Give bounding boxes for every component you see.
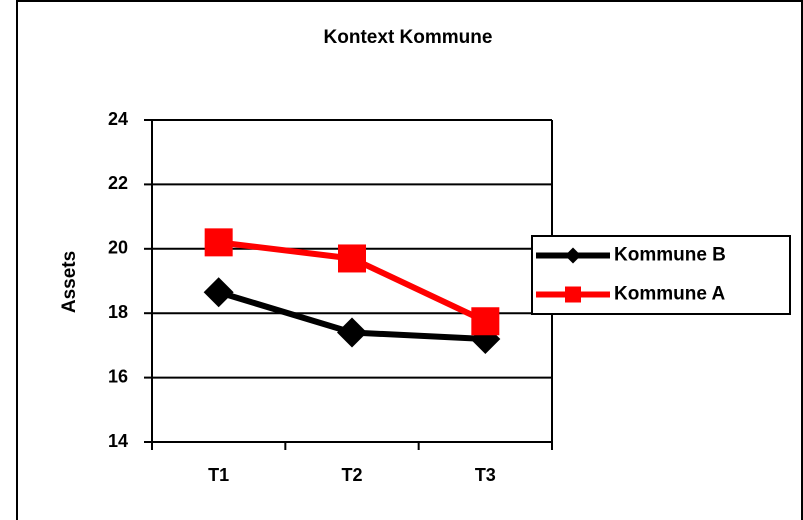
x-tick-label: T1 bbox=[208, 465, 229, 485]
marker bbox=[338, 244, 366, 273]
x-tick-label: T3 bbox=[475, 465, 496, 485]
y-tick-label: 18 bbox=[108, 302, 128, 322]
y-axis-label: Assets bbox=[59, 251, 80, 313]
y-tick-label: 14 bbox=[108, 431, 128, 451]
legend-label: Kommune B bbox=[614, 245, 726, 266]
marker bbox=[471, 307, 500, 336]
marker bbox=[203, 277, 234, 308]
y-tick-label: 22 bbox=[108, 173, 128, 193]
marker bbox=[204, 228, 233, 257]
chart-title: Kontext Kommune bbox=[324, 27, 493, 48]
y-tick-label: 24 bbox=[108, 109, 128, 129]
x-tick-label: T2 bbox=[341, 465, 362, 485]
legend-marker bbox=[565, 247, 581, 264]
y-tick-label: 16 bbox=[108, 366, 128, 386]
marker bbox=[337, 317, 367, 348]
legend-label: Kommune A bbox=[614, 284, 725, 305]
legend-marker bbox=[565, 286, 581, 303]
y-tick-label: 20 bbox=[108, 238, 128, 258]
